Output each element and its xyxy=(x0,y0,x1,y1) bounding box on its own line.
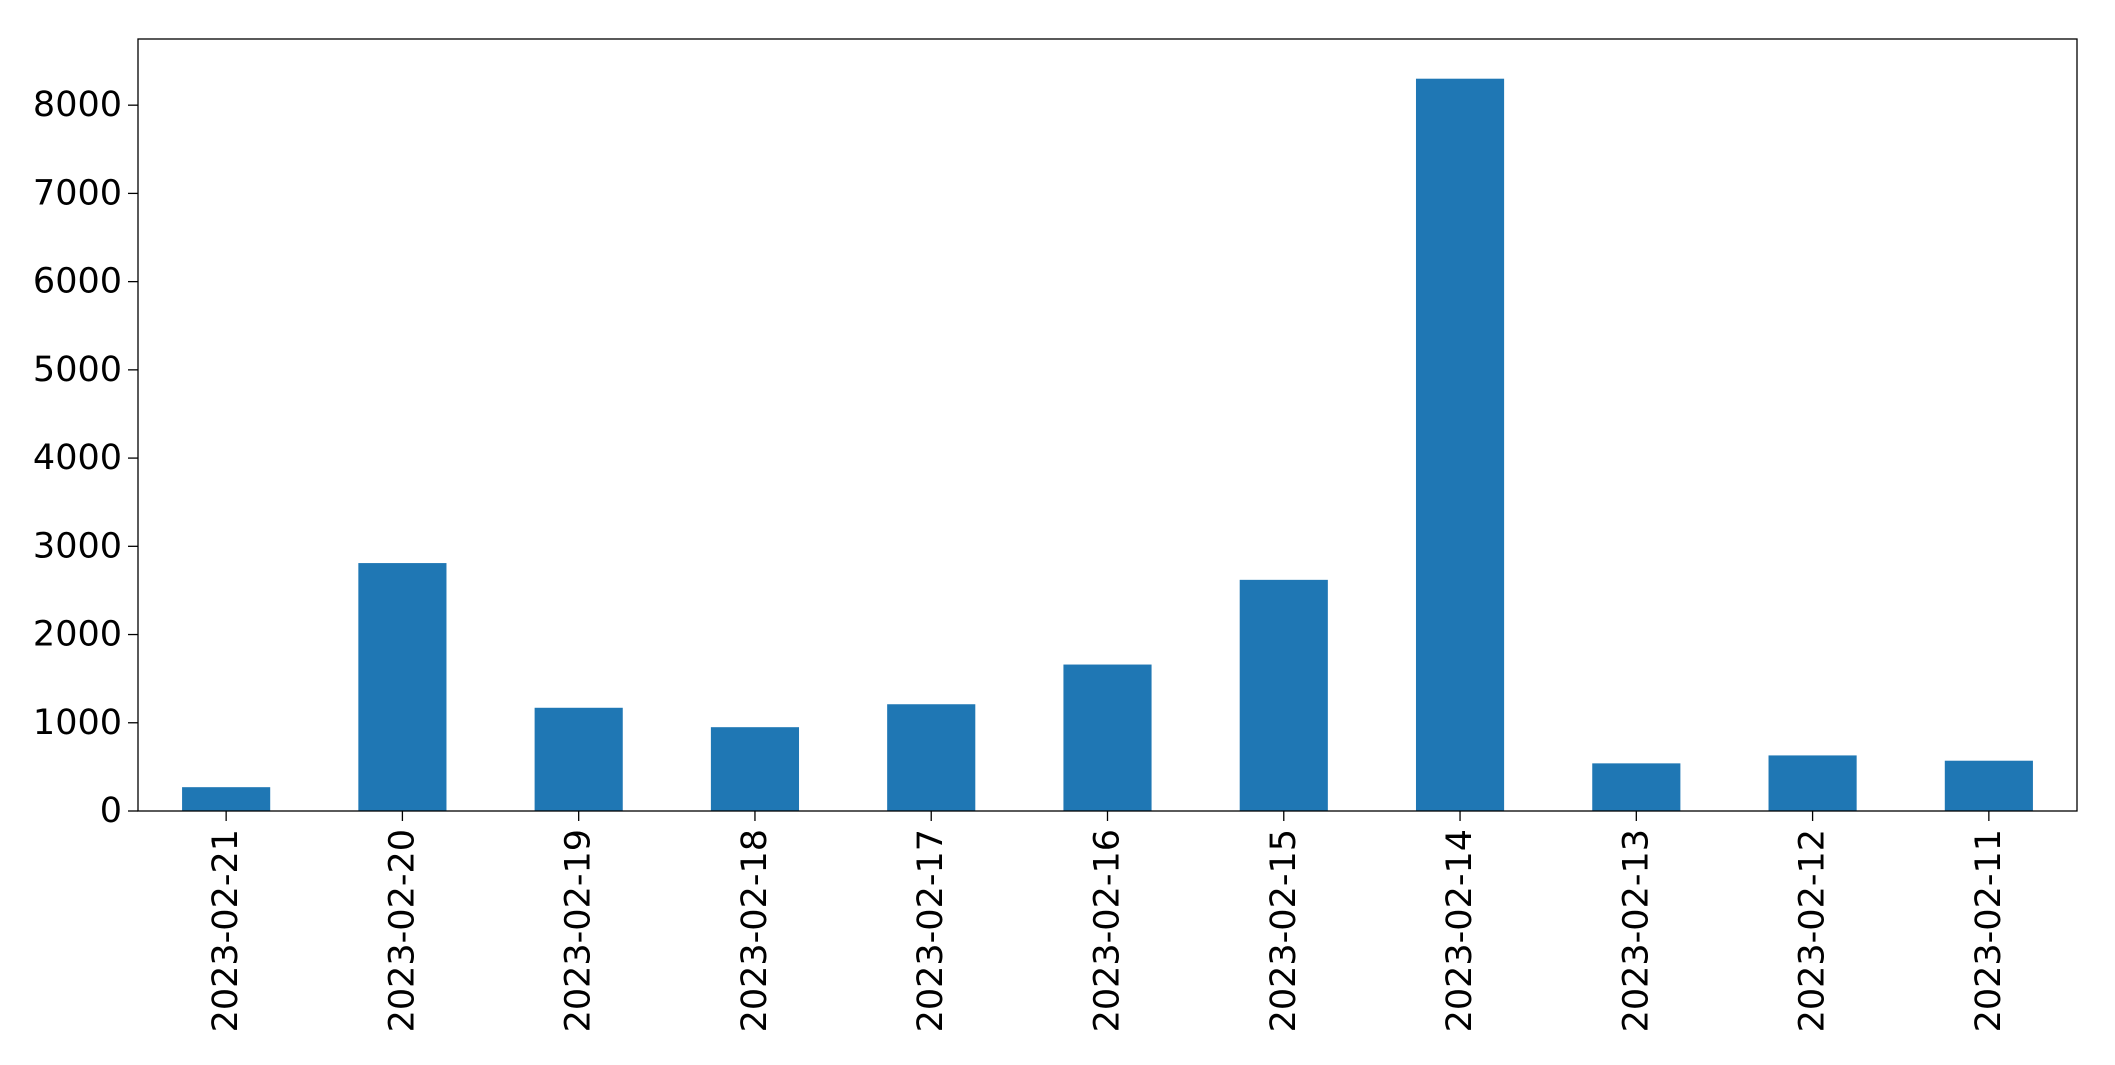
y-tick-label: 2000 xyxy=(33,615,122,655)
bar-2023-02-17 xyxy=(887,704,976,811)
plot-frame xyxy=(137,38,2078,812)
y-axis: 0 1000 2000 3000 4000 5000 6000 7000 8000 xyxy=(33,85,138,831)
bars-layer xyxy=(182,78,2033,811)
x-tick-label: 2023-02-15 xyxy=(1264,829,1304,1032)
bar-2023-02-19 xyxy=(534,707,623,811)
x-tick-label: 2023-02-18 xyxy=(735,829,775,1032)
x-tick-label: 2023-02-11 xyxy=(1969,829,2009,1032)
x-tick-label: 2023-02-12 xyxy=(1793,829,1833,1032)
x-tick-label: 2023-02-20 xyxy=(382,829,422,1032)
y-tick-label: 6000 xyxy=(33,262,122,302)
bar-2023-02-18 xyxy=(710,727,800,811)
y-tick-label: 8000 xyxy=(33,85,122,125)
x-tick-label: 2023-02-21 xyxy=(206,829,246,1032)
y-tick-label: 0 xyxy=(100,791,122,831)
bar-2023-02-12 xyxy=(1768,755,1857,811)
x-tick-label: 2023-02-14 xyxy=(1440,829,1480,1032)
y-tick-label: 1000 xyxy=(33,703,122,743)
bar-2023-02-11 xyxy=(1944,760,2033,811)
y-tick-label: 4000 xyxy=(33,438,122,478)
bar-2023-02-20 xyxy=(358,563,447,811)
y-tick-label: 3000 xyxy=(33,526,122,566)
bar-2023-02-15 xyxy=(1239,579,1328,811)
x-tick-label: 2023-02-17 xyxy=(911,829,951,1032)
y-tick-label: 7000 xyxy=(33,173,122,213)
bar-2023-02-16 xyxy=(1063,664,1152,811)
bar-2023-02-21 xyxy=(182,787,271,811)
x-axis: 2023-02-21 2023-02-20 2023-02-19 2023-02-18… xyxy=(206,811,2009,1032)
bar-2023-02-14 xyxy=(1415,78,1505,811)
x-tick-label: 2023-02-16 xyxy=(1088,829,1128,1032)
x-tick-label: 2023-02-13 xyxy=(1616,829,1656,1032)
x-tick-label: 2023-02-19 xyxy=(559,829,599,1032)
y-tick-label: 5000 xyxy=(33,350,122,390)
bar-2023-02-13 xyxy=(1592,763,1681,811)
